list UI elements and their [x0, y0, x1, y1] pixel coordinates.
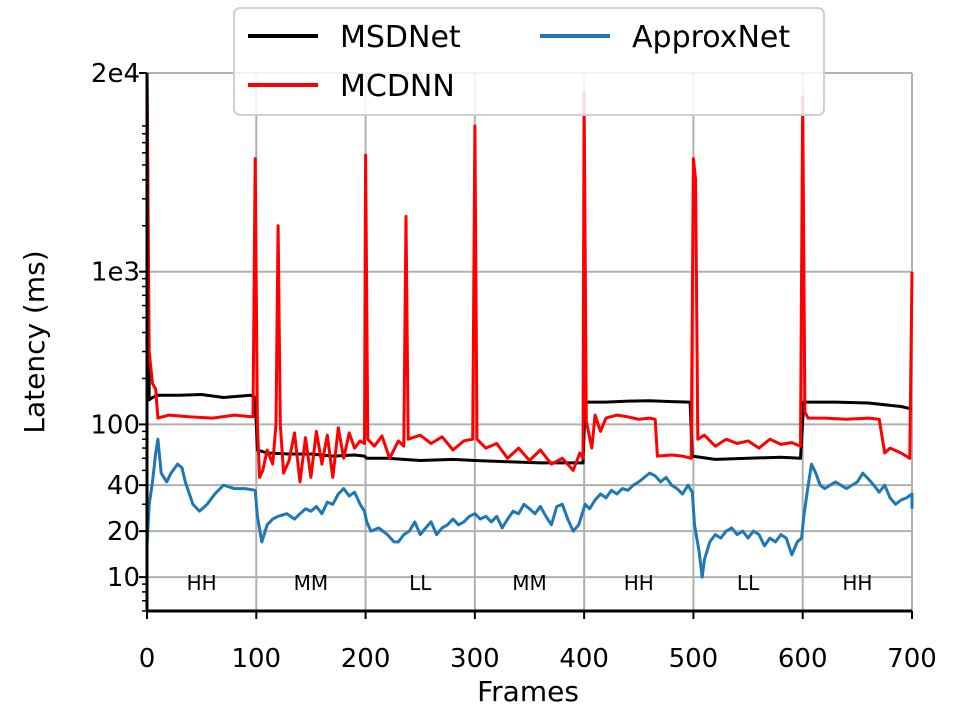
x-tick-label-600: 600	[778, 644, 828, 674]
series-line-approxnet	[145, 437, 914, 579]
segment-label-2: LL	[409, 571, 432, 595]
x-tick-label-700: 700	[887, 644, 937, 674]
x-tick-label-100: 100	[231, 644, 281, 674]
segment-label-1: MM	[294, 571, 329, 595]
y-tick-label-20000: 2e4	[91, 59, 140, 89]
tick-labels: 0 100 200 300 400 500 600 700 10 20 40 100 1e3 2e4	[90, 59, 936, 674]
series-line-msdnet	[145, 72, 913, 465]
y-axis-label: Latency (ms)	[18, 250, 51, 433]
segment-label-6: HH	[842, 571, 872, 595]
x-tick-label-0: 0	[139, 644, 156, 674]
legend-label-mcdnn: MCDNN	[340, 69, 455, 104]
axes	[145, 73, 912, 613]
y-tick-label-40: 40	[107, 471, 140, 501]
segment-labels: HH MM LL MM HH LL HH	[187, 571, 873, 595]
x-axis-label: Frames	[477, 675, 579, 708]
legend-label-msdnet: MSDNet	[340, 20, 461, 55]
legend: MSDNet MCDNN ApproxNet	[233, 7, 825, 116]
legend-label-approxnet: ApproxNet	[632, 20, 790, 55]
x-tick-label-500: 500	[669, 644, 719, 674]
y-tick-label-100: 100	[90, 410, 140, 440]
legend-box	[233, 7, 825, 116]
x-tick-label-400: 400	[559, 644, 609, 674]
segment-label-5: LL	[737, 571, 760, 595]
segment-label-0: HH	[187, 571, 217, 595]
y-tick-label-10: 10	[107, 563, 140, 593]
segment-label-4: HH	[624, 571, 654, 595]
x-tick-label-200: 200	[341, 644, 391, 674]
x-tick-label-300: 300	[450, 644, 500, 674]
y-tick-label-1000: 1e3	[91, 258, 140, 288]
y-tick-label-20: 20	[107, 517, 140, 547]
series-line-mcdnn	[145, 72, 914, 484]
grid	[147, 72, 913, 611]
segment-label-3: MM	[512, 571, 547, 595]
series-layer	[145, 72, 914, 579]
